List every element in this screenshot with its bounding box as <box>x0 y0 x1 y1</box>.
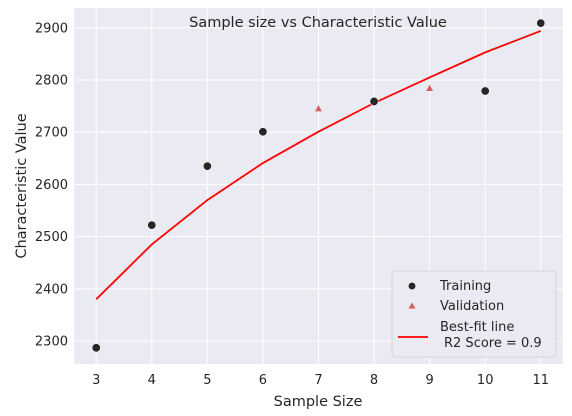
y-tick-labels: 2300 2400 2500 2600 2700 2800 2900 <box>35 21 68 349</box>
data-points <box>91 18 546 353</box>
x-tick-label: 3 <box>92 373 100 388</box>
validation-point <box>426 84 434 91</box>
y-tick-label: 2500 <box>35 230 68 245</box>
y-tick-label: 2800 <box>35 74 68 89</box>
legend-box <box>391 270 557 358</box>
x-tick-label: 5 <box>203 373 211 388</box>
x-tick-label: 11 <box>532 373 549 388</box>
y-tick-label: 2900 <box>35 21 68 36</box>
training-point <box>369 96 379 106</box>
validation-point <box>315 104 322 112</box>
training-point <box>480 86 490 96</box>
legend-label-fit: Best-fit line <box>440 320 514 335</box>
chart-title: Sample size vs Characteristic Value <box>189 15 447 31</box>
best-fit-line <box>95 30 542 300</box>
x-tick-label: 6 <box>259 373 267 388</box>
legend-label-fit-score: R2 Score = 0.9 <box>444 336 542 351</box>
training-point <box>202 161 212 171</box>
x-tick-labels: 3 4 5 6 7 8 9 10 11 <box>92 373 549 388</box>
x-tick-label: 4 <box>148 373 156 388</box>
x-tick-label: 8 <box>370 373 378 388</box>
legend-marker-training <box>407 281 417 291</box>
training-point <box>258 127 268 137</box>
y-axis-label: Characteristic Value <box>14 113 30 258</box>
legend-marker-validation <box>408 302 416 309</box>
x-tick-label: 10 <box>477 373 494 388</box>
y-tick-label: 2300 <box>35 335 68 350</box>
training-point <box>536 18 546 28</box>
legend: Training Validation Best-fit line R2 Sco… <box>391 270 557 358</box>
y-tick-label: 2700 <box>35 126 68 141</box>
training-point <box>91 343 101 353</box>
y-tick-label: 2600 <box>35 178 68 193</box>
x-tick-label: 7 <box>314 373 322 388</box>
legend-label-training: Training <box>439 279 491 294</box>
training-point <box>147 220 157 230</box>
best-fit-line-group <box>95 30 542 300</box>
x-tick-label: 9 <box>425 373 433 388</box>
legend-label-validation: Validation <box>440 299 504 314</box>
y-tick-label: 2400 <box>35 282 68 297</box>
x-axis-label: Sample Size <box>274 394 363 410</box>
